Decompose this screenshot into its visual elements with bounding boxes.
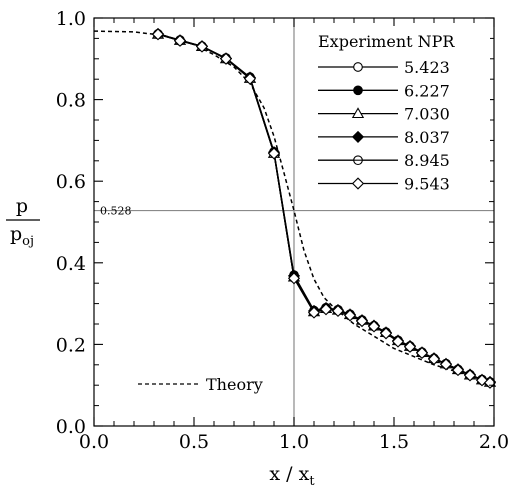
legend-label: 6.227 — [404, 81, 450, 100]
data-point — [391, 335, 405, 348]
data-point — [173, 34, 187, 47]
x-axis-title-main: x / x — [269, 463, 309, 485]
y-axis-title-denominator: poj — [10, 223, 34, 249]
data-point — [379, 327, 393, 340]
theory-legend-label: Theory — [206, 375, 263, 394]
y-tick-label: 0.6 — [56, 171, 86, 193]
legend-marker — [351, 130, 365, 143]
data-point — [219, 52, 233, 65]
data-point — [243, 72, 257, 85]
data-point — [427, 353, 441, 366]
data-point — [367, 320, 381, 333]
x-tick-label: 1.0 — [279, 431, 309, 453]
data-point — [403, 340, 417, 353]
x-axis-title-subscript: t — [309, 474, 315, 489]
data-point — [267, 147, 281, 160]
data-point — [463, 369, 477, 382]
legend-label: 5.423 — [404, 58, 450, 77]
theory-curve — [93, 30, 491, 383]
y-tick-label: 1.0 — [56, 8, 86, 30]
x-tick-label: 0.5 — [179, 431, 209, 453]
y-axis-title-numerator: p — [16, 195, 28, 217]
x-tick-label: 2.0 — [479, 431, 509, 453]
reference-line-label: 0.528 — [100, 205, 132, 218]
reference-lines — [94, 18, 494, 426]
data-point — [195, 40, 209, 53]
theory-layer — [93, 30, 491, 383]
data-point — [331, 304, 345, 318]
data-point — [475, 374, 489, 387]
y-tick-label: 0.2 — [56, 334, 86, 356]
data-point — [343, 309, 357, 322]
legend-label: 9.543 — [404, 175, 450, 194]
x-tick-label: 0.0 — [79, 431, 109, 453]
legend-label: 8.037 — [404, 128, 450, 147]
x-axis-title: x / xt — [269, 463, 315, 489]
data-point — [439, 358, 453, 371]
series-layer — [151, 27, 497, 389]
legend: Experiment NPR 5.423 6.227 7.030 8.037 8.945… — [306, 26, 490, 198]
y-tick-label: 0.4 — [56, 253, 86, 275]
legend-label: 7.030 — [404, 105, 450, 124]
data-point — [355, 315, 369, 328]
y-axis-title: p poj — [6, 195, 40, 249]
legend-marker — [353, 155, 363, 166]
data-point — [415, 346, 429, 360]
data-point — [451, 364, 465, 377]
legend-background — [306, 26, 490, 198]
data-point — [151, 28, 165, 41]
legend-marker — [351, 107, 365, 119]
y-tick-label: 0.8 — [56, 90, 86, 112]
series-markers-9.543 — [151, 28, 497, 389]
data-point — [307, 306, 321, 319]
data-point — [319, 303, 333, 316]
legend-marker — [353, 62, 363, 72]
y-axis-title-denominator-main: p — [10, 223, 22, 245]
legend-title: Experiment NPR — [318, 32, 455, 51]
legend-label: 8.945 — [404, 151, 450, 170]
data-point — [287, 272, 301, 285]
legend-marker — [353, 85, 363, 96]
theory-legend: Theory — [138, 375, 263, 394]
legend-marker — [351, 177, 365, 190]
y-axis-title-denominator-subscript: oj — [22, 234, 34, 249]
y-tick-label: 0.0 — [56, 416, 86, 438]
x-tick-label: 1.5 — [379, 431, 409, 453]
